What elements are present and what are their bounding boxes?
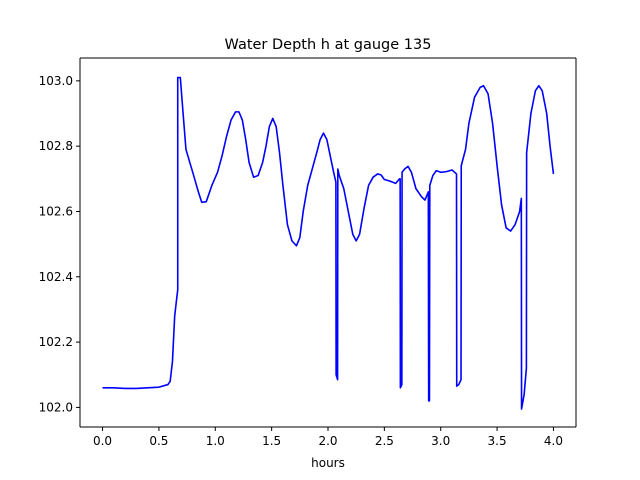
y-tick-label: 102.4	[39, 270, 73, 284]
y-axis-ticks: 102.0 102.2 102.4 102.6 102.8 103.0	[39, 74, 80, 414]
chart-title: Water Depth h at gauge 135	[225, 37, 432, 53]
plot-area	[80, 58, 576, 427]
y-tick-label: 103.0	[39, 74, 73, 88]
x-tick-label: 4.0	[544, 434, 563, 448]
x-tick-label: 2.5	[375, 434, 394, 448]
y-tick-label: 102.0	[39, 400, 73, 414]
x-tick-label: 0.5	[149, 434, 168, 448]
x-tick-label: 1.5	[262, 434, 281, 448]
y-tick-label: 102.6	[39, 204, 73, 218]
y-tick-label: 102.2	[39, 335, 73, 349]
series-layer	[102, 76, 555, 410]
x-tick-label: 3.5	[488, 434, 507, 448]
x-tick-label: 0.0	[93, 434, 112, 448]
x-axis-ticks: 0.0 0.5 1.0 1.5 2.0 2.5 3.0 3.5 4.0	[93, 427, 563, 448]
x-tick-label: 3.0	[431, 434, 450, 448]
y-tick-label: 102.8	[39, 139, 73, 153]
series-line-1	[102, 76, 555, 410]
x-tick-label: 1.0	[206, 434, 225, 448]
x-axis-label: hours	[311, 456, 345, 470]
x-tick-label: 2.0	[318, 434, 337, 448]
